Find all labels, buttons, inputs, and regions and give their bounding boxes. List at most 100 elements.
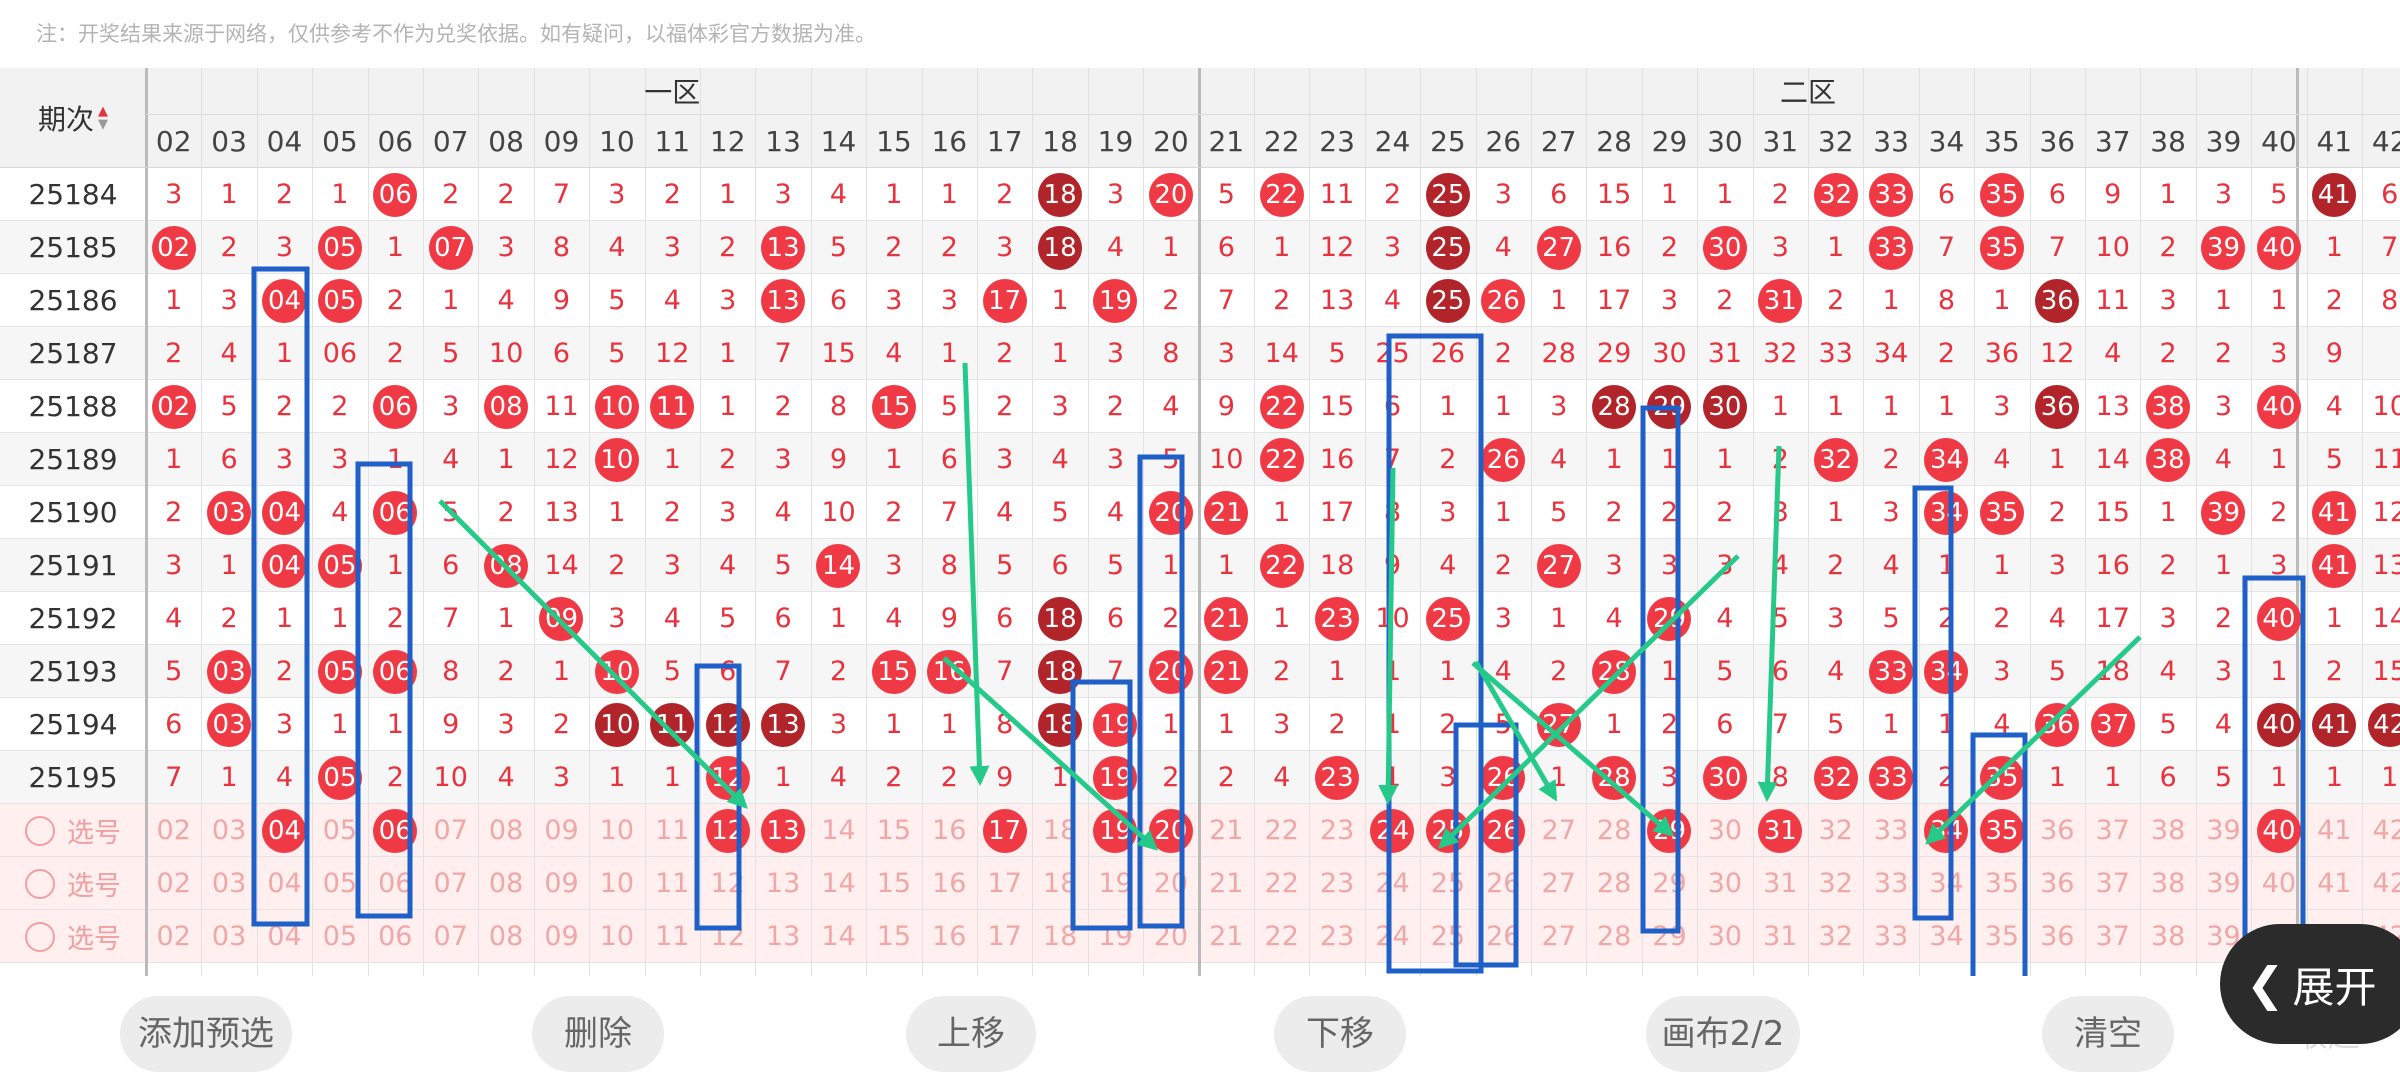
pick-number[interactable]: 33 (1873, 868, 1909, 899)
pick-number[interactable]: 37 (2095, 868, 2130, 899)
drawn-arrow[interactable] (1925, 635, 2142, 845)
pick-number[interactable]: 21 (1209, 868, 1244, 899)
pick-number[interactable]: 33 (1873, 921, 1909, 952)
pick-number[interactable]: 24 (1375, 868, 1410, 899)
pick-number[interactable]: 36 (2040, 815, 2075, 846)
pick-number[interactable]: 35 (1984, 921, 2020, 952)
pick-number[interactable]: 32 (1818, 815, 1853, 846)
pick-number[interactable]: 11 (655, 921, 690, 952)
pick-number[interactable]: 25 (1430, 868, 1466, 899)
pick-number[interactable]: 05 (322, 868, 358, 899)
pick-number[interactable]: 28 (1596, 921, 1632, 952)
drawn-arrow[interactable] (1757, 445, 1782, 802)
pick-number[interactable]: 32 (1818, 921, 1853, 952)
drawn-arrow[interactable] (942, 656, 1158, 851)
pick-number[interactable]: 14 (821, 921, 856, 952)
pick-number[interactable]: 11 (655, 868, 690, 899)
pick-number[interactable]: 16 (932, 815, 967, 846)
pick-number[interactable]: 28 (1596, 868, 1632, 899)
pick-number[interactable]: 19 (1098, 868, 1133, 899)
pick-number[interactable]: 25 (1430, 921, 1466, 952)
pick-number[interactable]: 36 (2040, 921, 2075, 952)
pick-number[interactable]: 04 (267, 868, 302, 899)
drawn-rectangle[interactable] (2242, 575, 2306, 948)
pick-number[interactable]: 16 (932, 868, 967, 899)
add-preselect-button[interactable]: 添加预选 (120, 996, 292, 1072)
pick-row-toggle[interactable]: 选号 (0, 910, 146, 963)
pick-number[interactable]: 17 (987, 868, 1022, 899)
pick-number[interactable]: 09 (544, 921, 579, 952)
pick-number[interactable]: 38 (2150, 868, 2186, 899)
pick-number[interactable]: 34 (1929, 868, 1964, 899)
pick-number[interactable]: 28 (1596, 815, 1632, 846)
pick-row-toggle[interactable]: 选号 (0, 857, 146, 910)
pick-number[interactable]: 27 (1541, 868, 1576, 899)
pick-number[interactable]: 36 (2040, 868, 2075, 899)
drawn-arrow[interactable] (1473, 660, 1558, 802)
pick-number[interactable]: 21 (1209, 815, 1244, 846)
drawn-rectangle[interactable] (1453, 722, 1519, 968)
issue-sort-header[interactable]: 期次 ▲ ▼ (0, 68, 146, 168)
pick-number[interactable]: 05 (322, 815, 358, 846)
pick-number[interactable]: 10 (599, 815, 635, 846)
pick-number[interactable]: 23 (1319, 868, 1355, 899)
pick-number[interactable]: 11 (655, 815, 690, 846)
pick-number[interactable]: 34 (1929, 921, 1964, 952)
pick-number[interactable]: 14 (821, 815, 856, 846)
pick-number[interactable]: 31 (1763, 921, 1798, 952)
pick-number[interactable]: 10 (599, 868, 635, 899)
move-down-button[interactable]: 下移 (1274, 996, 1406, 1072)
pick-number[interactable]: 37 (2095, 921, 2130, 952)
pick-number[interactable]: 27 (1541, 815, 1576, 846)
pick-number[interactable]: 09 (544, 868, 579, 899)
pick-number[interactable]: 17 (987, 921, 1022, 952)
pick-number[interactable]: 27 (1541, 921, 1576, 952)
pick-number[interactable]: 08 (488, 868, 524, 899)
pick-number[interactable]: 39 (2206, 868, 2241, 899)
pick-number[interactable]: 02 (156, 815, 191, 846)
pick-row-toggle[interactable]: 选号 (0, 804, 146, 857)
pick-number[interactable]: 29 (1652, 921, 1687, 952)
clear-button[interactable]: 清空 (2042, 996, 2174, 1072)
pick-number[interactable]: 40 (2251, 804, 2306, 857)
drawing-canvas-overlay[interactable] (0, 68, 2400, 976)
pick-number[interactable]: 32 (1818, 868, 1853, 899)
pick-number[interactable]: 03 (211, 921, 247, 952)
pick-number[interactable]: 23 (1319, 815, 1355, 846)
pick-number[interactable]: 06 (378, 868, 413, 899)
pick-number[interactable]: 07 (433, 815, 468, 846)
pick-number[interactable]: 04 (257, 804, 312, 857)
pick-number[interactable]: 13 (765, 921, 801, 952)
pick-number[interactable]: 22 (1264, 921, 1299, 952)
pick-number[interactable]: 02 (156, 921, 191, 952)
drawn-arrow[interactable] (1378, 467, 1399, 805)
pick-number[interactable]: 39 (2206, 815, 2241, 846)
pick-number[interactable]: 22 (1264, 815, 1299, 846)
pick-number[interactable]: 42 (2372, 868, 2400, 899)
pick-number[interactable]: 15 (876, 815, 912, 846)
pick-number[interactable]: 29 (1652, 868, 1687, 899)
drawn-rectangle[interactable] (251, 266, 310, 927)
pick-number[interactable]: 06 (378, 921, 413, 952)
move-up-button[interactable]: 上移 (906, 996, 1036, 1072)
drawn-rectangle[interactable] (1386, 333, 1484, 974)
pick-number[interactable]: 07 (433, 868, 468, 899)
pick-number[interactable]: 33 (1873, 815, 1909, 846)
pick-number[interactable]: 30 (1707, 815, 1743, 846)
pick-number[interactable]: 35 (1974, 804, 2029, 857)
pick-number[interactable]: 37 (2095, 815, 2130, 846)
pick-number[interactable]: 23 (1319, 921, 1355, 952)
drawn-rectangle[interactable] (1137, 454, 1185, 929)
pick-number[interactable]: 10 (599, 921, 635, 952)
pick-number[interactable]: 41 (2317, 868, 2352, 899)
pick-number[interactable]: 31 (1763, 868, 1798, 899)
drawn-rectangle[interactable] (1970, 732, 2028, 976)
pick-number[interactable]: 03 (211, 815, 247, 846)
pick-number[interactable]: 13 (765, 868, 801, 899)
drawn-rectangle[interactable] (1912, 485, 1954, 921)
drawn-arrow[interactable] (438, 499, 748, 809)
pick-number[interactable]: 24 (1375, 921, 1410, 952)
pick-number[interactable]: 21 (1209, 921, 1244, 952)
pick-number[interactable]: 02 (156, 868, 191, 899)
pick-number[interactable]: 08 (488, 815, 524, 846)
